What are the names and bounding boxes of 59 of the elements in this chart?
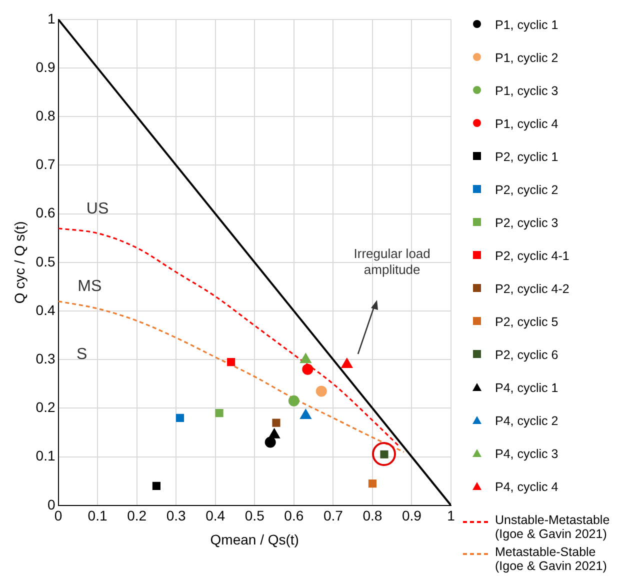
- legend-label: P2, cyclic 5: [495, 315, 558, 329]
- point: [368, 479, 376, 488]
- x-tick-label: 0.6: [284, 508, 304, 524]
- point: [288, 395, 300, 406]
- x-tick-label: 0.5: [244, 508, 265, 524]
- y-tick-label: 1: [47, 10, 56, 26]
- y-tick-label: 0.1: [36, 448, 56, 464]
- legend-label: Unstable-Metastable (Igoe & Gavin 2021): [495, 513, 611, 541]
- y-tick-label: 0.8: [36, 107, 56, 124]
- x-tick-label: 0.2: [127, 508, 147, 524]
- legend-label: P4, cyclic 4: [495, 480, 558, 494]
- annotation: US: [86, 200, 109, 218]
- legend-label: P1, cyclic 2: [495, 51, 558, 65]
- x-tick-label: 0.1: [88, 508, 108, 524]
- x-tick-label: 0.8: [362, 508, 382, 524]
- annotation: S: [76, 346, 88, 364]
- legend-label: P2, cyclic 4-2: [495, 282, 570, 296]
- x-tick-label: 0.7: [323, 508, 344, 524]
- legend-label: P2, cyclic 4-1: [495, 249, 570, 263]
- x-tick-label: 1: [447, 508, 456, 524]
- y-tick-label: 0.9: [36, 58, 56, 75]
- legend-label: P4, cyclic 1: [495, 381, 558, 395]
- point: [272, 418, 280, 427]
- point: [215, 409, 224, 418]
- legend-label: P1, cyclic 3: [495, 84, 558, 98]
- annotation: Irregular load amplitude: [354, 246, 430, 277]
- legend-label: P4, cyclic 3: [495, 447, 558, 461]
- legend-label: P1, cyclic 4: [495, 117, 558, 131]
- x-axis-title: Qmean / Qs(t): [210, 531, 299, 548]
- legend-label: P1, cyclic 1: [495, 18, 558, 32]
- y-tick-label: 0.2: [36, 399, 56, 416]
- y-tick-label: 0.5: [36, 253, 56, 270]
- point: [300, 353, 312, 364]
- x-tick-label: 0.9: [402, 508, 422, 524]
- legend-label: P2, cyclic 2: [495, 183, 558, 197]
- legend-label: P2, cyclic 1: [495, 150, 558, 164]
- point: [300, 408, 312, 419]
- point: [316, 386, 327, 397]
- y-axis-title: Q cyc / Q s(t): [11, 221, 28, 304]
- point: [264, 436, 276, 448]
- legend-label: Metastable-Stable (Igoe & Gavin 2021): [495, 545, 608, 573]
- y-tick-label: 0.4: [36, 302, 56, 318]
- y-tick-label: 0: [47, 496, 56, 512]
- x-tick-label: 0.3: [166, 508, 186, 524]
- legend-label: P2, cyclic 6: [495, 348, 558, 362]
- x-tick-label: 0.4: [206, 508, 226, 524]
- y-tick-label: 0.6: [36, 204, 56, 221]
- line-series: [58, 300, 405, 453]
- point: [341, 358, 353, 368]
- legend-label: P4, cyclic 2: [495, 414, 558, 428]
- y-tick-label: 0.7: [36, 156, 56, 172]
- point: [176, 414, 184, 422]
- y-tick-label: 0.3: [36, 350, 56, 366]
- point: [302, 364, 314, 375]
- point: [227, 358, 236, 366]
- legend-label: P2, cyclic 3: [495, 216, 558, 230]
- annotation: MS: [78, 278, 102, 296]
- point: [152, 482, 160, 490]
- point: [268, 428, 280, 438]
